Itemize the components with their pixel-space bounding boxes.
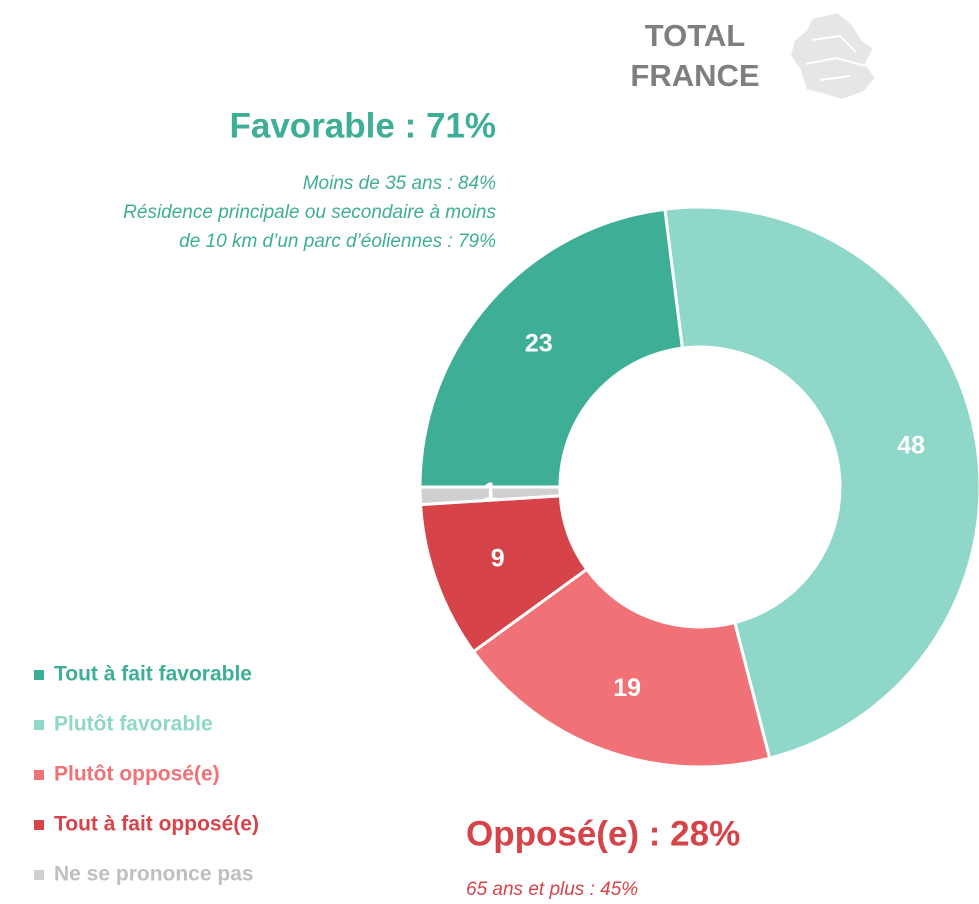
legend-label: Plutôt favorable [54, 713, 213, 736]
annotation-line: 65 ans et plus : 45% [466, 879, 638, 900]
map-regions [805, 34, 867, 81]
segment-label: 9 [491, 544, 505, 572]
legend-swatch [34, 820, 44, 830]
france-map-icon [788, 10, 878, 102]
legend-swatch [34, 870, 44, 880]
legend-swatch [34, 770, 44, 780]
annotation-title: Opposé(e) : 28% [466, 814, 740, 853]
legend-swatch [34, 670, 44, 680]
donut-segment [418, 485, 562, 507]
annotation-line: de 10 km d’un parc d’éoliennes : 79% [179, 231, 496, 252]
donut-segment [471, 567, 772, 769]
annotation-line: Moins de 35 ans : 84% [303, 173, 496, 194]
title-line: TOTAL [645, 18, 745, 53]
annotation-title: Favorable : 71% [230, 106, 497, 145]
segment-label: 48 [897, 431, 925, 459]
donut-segment [418, 207, 685, 489]
legend-swatch [34, 720, 44, 730]
legend-label: Tout à fait opposé(e) [54, 813, 259, 836]
segment-label: 1 [483, 478, 497, 506]
segment-label: 23 [525, 329, 553, 357]
legend-label: Plutôt opposé(e) [54, 763, 220, 786]
annotation-line: Résidence principale ou secondaire à moi… [123, 202, 496, 223]
title-line: FRANCE [630, 58, 759, 93]
legend-label: Tout à fait favorable [54, 663, 252, 686]
donut-segment [663, 205, 979, 761]
segment-label: 19 [613, 674, 641, 702]
legend-label: Ne se prononce pas [54, 863, 254, 886]
